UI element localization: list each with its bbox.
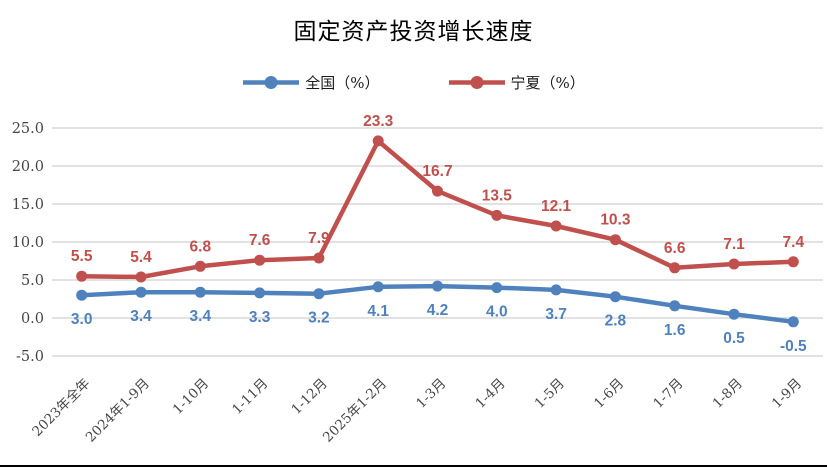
chart-title: 固定资产投资增长速度 — [293, 19, 534, 45]
legend-label: 宁夏（%） — [510, 74, 585, 92]
data-label: 3.4 — [190, 308, 212, 325]
data-point-marker — [609, 234, 621, 246]
y-axis-tick-label: 25.0 — [12, 121, 44, 137]
x-axis-tick-label: 1-9月 — [769, 376, 805, 412]
data-point-marker — [76, 289, 88, 301]
data-label: 7.4 — [783, 234, 805, 251]
data-label: 0.5 — [723, 330, 745, 347]
data-point-marker — [372, 135, 384, 147]
data-label: 4.2 — [427, 302, 449, 319]
legend-item-ningxia: 宁夏（%） — [448, 72, 585, 93]
data-point-marker — [76, 270, 88, 282]
x-axis-tick-label: 1-3月 — [413, 376, 449, 412]
data-label: 7.9 — [308, 230, 330, 247]
data-point-marker — [728, 258, 740, 270]
legend-item-national: 全国（%） — [242, 72, 380, 93]
data-label: 6.8 — [190, 238, 212, 255]
y-axis-tick-label: -5.0 — [16, 349, 44, 365]
data-point-marker — [728, 308, 740, 320]
data-label: 3.2 — [308, 310, 330, 327]
data-label: 10.3 — [600, 212, 631, 229]
x-axis-tick-label: 1-4月 — [472, 376, 508, 412]
data-label: 5.5 — [71, 248, 93, 265]
data-point-marker — [254, 254, 266, 266]
bottom-border-line — [0, 465, 827, 468]
data-label: 4.0 — [486, 304, 508, 321]
data-label: 3.3 — [249, 309, 271, 326]
data-point-marker — [372, 281, 384, 293]
y-axis-tick-label: 15.0 — [12, 197, 44, 213]
data-label: 7.1 — [723, 236, 745, 253]
data-point-marker — [135, 286, 147, 298]
x-axis-tick-label: 1-6月 — [591, 376, 627, 412]
data-point-marker — [135, 271, 147, 283]
data-point-marker — [432, 280, 443, 292]
series-ningxia: 5.5 5.4 6.8 7.6 7.9 23.3 16.7 13.5 12.1 10.3 6.6 7.… — [71, 113, 805, 283]
x-axis-tick-label: 1-7月 — [650, 376, 686, 412]
data-label: 3.7 — [545, 306, 567, 323]
data-point-marker — [550, 284, 562, 296]
x-axis-tick-label: 1-8月 — [710, 376, 746, 412]
x-axis-tick-label: 1-11月 — [229, 376, 271, 418]
data-label: 3.0 — [71, 311, 93, 328]
data-label: 3.4 — [130, 308, 152, 325]
x-axis-tick-label: 2024年1-9月 — [83, 376, 153, 446]
data-label: 16.7 — [422, 163, 452, 180]
x-axis-tick-label: 1-10月 — [170, 376, 212, 418]
x-axis-tick-label: 2025年1-2月 — [320, 376, 390, 446]
data-label: 1.6 — [664, 322, 686, 339]
data-point-marker — [313, 288, 325, 300]
data-label: 6.6 — [664, 240, 686, 257]
data-point-marker — [787, 316, 799, 328]
y-axis-tick-label: 5.0 — [21, 273, 44, 289]
chart-legend: 全国（%） 宁夏（%） — [0, 72, 827, 93]
data-label: -0.5 — [780, 338, 807, 355]
data-point-marker — [550, 220, 562, 232]
data-label: 12.1 — [541, 198, 572, 215]
data-point-marker — [432, 185, 443, 197]
y-axis-tick-label: 20.0 — [12, 159, 44, 175]
data-point-marker — [787, 256, 799, 268]
data-point-marker — [194, 260, 206, 272]
data-label: 5.4 — [130, 249, 152, 266]
data-point-marker — [669, 300, 681, 312]
x-axis-tick-label: 1-12月 — [288, 376, 330, 418]
series-line — [79, 138, 796, 280]
data-point-marker — [491, 209, 503, 221]
y-axis-tick-label: 0.0 — [21, 311, 44, 327]
x-axis-tick-label: 2023年全年 — [29, 375, 94, 440]
data-label: 7.6 — [249, 232, 271, 249]
data-point-marker — [609, 291, 621, 303]
data-point-marker — [194, 286, 206, 298]
x-axis-tick-label: 1-5月 — [532, 376, 568, 412]
legend-label: 全国（%） — [305, 74, 380, 92]
y-axis-tick-label: 10.0 — [12, 235, 44, 251]
data-label: 23.3 — [363, 113, 394, 130]
legend-line-marker-icon — [448, 76, 505, 89]
series-national: 3.0 3.4 3.4 3.3 3.2 4.1 4.2 4.0 3.7 2.8 1.6 0.5 -0.5 — [71, 280, 807, 355]
data-point-marker — [254, 287, 266, 299]
y-gridlines: 25.0 20.0 15.0 10.0 5.0 0.0 -5.0 — [12, 121, 823, 365]
legend-line-marker-icon — [243, 76, 300, 89]
data-point-marker — [313, 252, 325, 264]
data-label: 13.5 — [482, 187, 513, 204]
data-label: 2.8 — [605, 313, 627, 330]
data-label: 4.1 — [367, 303, 389, 320]
data-point-marker — [491, 282, 503, 294]
data-point-marker — [669, 262, 681, 274]
